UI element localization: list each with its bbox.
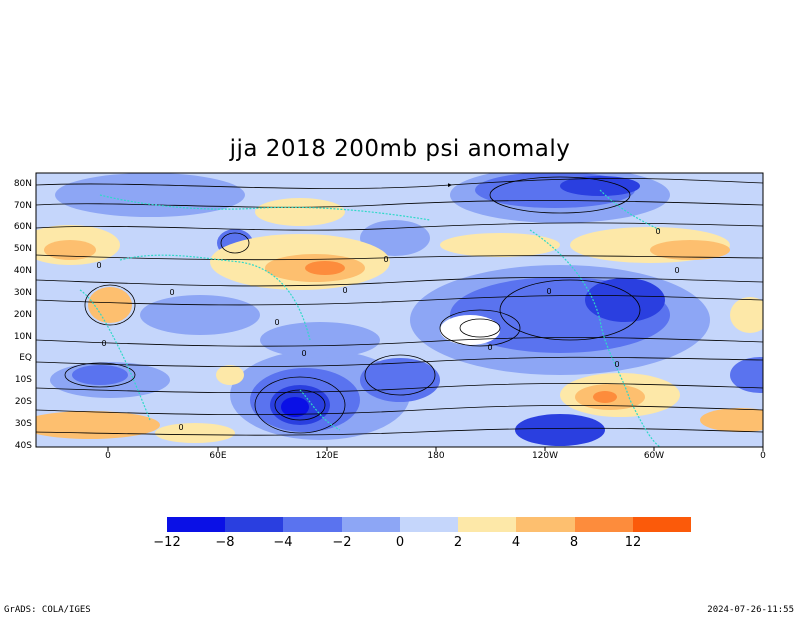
- colorbar-swatch: [632, 517, 691, 532]
- contour-label: 0: [169, 288, 174, 297]
- coastlines: [79, 189, 661, 447]
- lon-label-180: 180: [427, 451, 445, 461]
- map-frame: [35, 172, 764, 448]
- lat-label-40s: 40S: [14, 441, 32, 451]
- lon-label-60w: 60W: [643, 451, 665, 461]
- lat-label-10s: 10S: [14, 375, 32, 385]
- map-plot-area: 0 0 0 0 0 0 0 0 0 0 0 0 0: [36, 173, 763, 447]
- lat-label-50n: 50N: [13, 244, 32, 254]
- timestamp: 2024-07-26-11:55: [707, 605, 794, 615]
- colorbar-label: 8: [569, 535, 579, 550]
- software-credit: GrADS: COLA/IGES: [4, 605, 91, 615]
- contour-label: 0: [383, 255, 388, 264]
- lon-label-0: 0: [105, 451, 111, 461]
- lat-label-70n: 70N: [13, 201, 32, 211]
- colorbar-swatch: [341, 517, 400, 532]
- contour-label: 0: [301, 349, 306, 358]
- contour-label: 0: [274, 318, 279, 327]
- colorbar-swatch: [458, 517, 517, 532]
- colorbar-label: 4: [511, 535, 521, 550]
- lon-label-60e: 60E: [209, 451, 227, 461]
- streamlines: [36, 176, 763, 436]
- contour-label: 0: [101, 339, 106, 348]
- lat-label-eq: EQ: [19, 353, 32, 363]
- colorbar-swatch: [167, 517, 226, 532]
- lon-label-0-east: 0: [760, 451, 766, 461]
- lat-label-30s: 30S: [14, 419, 32, 429]
- lat-label-10n: 10N: [13, 332, 32, 342]
- colorbar-label: −4: [273, 535, 293, 550]
- colorbar-swatch: [283, 517, 342, 532]
- contour-label: 0: [674, 266, 679, 275]
- positive-anomaly-shading: [36, 198, 763, 443]
- contour-label: 0: [96, 261, 101, 270]
- zero-contour-labels: 0 0 0 0 0 0 0 0 0 0 0 0 0: [96, 227, 679, 432]
- contour-label: 0: [342, 286, 347, 295]
- colorbar-swatch: [399, 517, 459, 532]
- contour-label: 0: [614, 360, 619, 369]
- colorbar-label: 12: [624, 535, 642, 550]
- lat-label-40n: 40N: [13, 266, 32, 276]
- colorbar-swatch: [516, 517, 575, 532]
- lat-label-30n: 30N: [13, 288, 32, 298]
- contour-label: 0: [178, 423, 183, 432]
- contour-label: 0: [546, 287, 551, 296]
- contour-label: 0: [487, 343, 492, 352]
- contour-label: 0: [655, 227, 660, 236]
- lat-label-20s: 20S: [14, 397, 32, 407]
- lon-label-120w: 120W: [531, 451, 559, 461]
- colorbar-label: −12: [153, 535, 181, 550]
- colorbar-label: 0: [395, 535, 405, 550]
- lat-label-60n: 60N: [13, 222, 32, 232]
- lon-label-120e: 120E: [315, 451, 339, 461]
- colorbar-label: −2: [332, 535, 352, 550]
- colorbar-swatch: [225, 517, 284, 532]
- colorbar-label: −8: [215, 535, 235, 550]
- colorbar: [167, 517, 691, 532]
- colorbar-swatch: [574, 517, 633, 532]
- colorbar-label: 2: [453, 535, 463, 550]
- map-ticks: [107, 447, 764, 451]
- lat-label-80n: 80N: [13, 179, 32, 189]
- page-title: jja 2018 200mb psi anomaly: [229, 136, 571, 162]
- lat-label-20n: 20N: [13, 310, 32, 320]
